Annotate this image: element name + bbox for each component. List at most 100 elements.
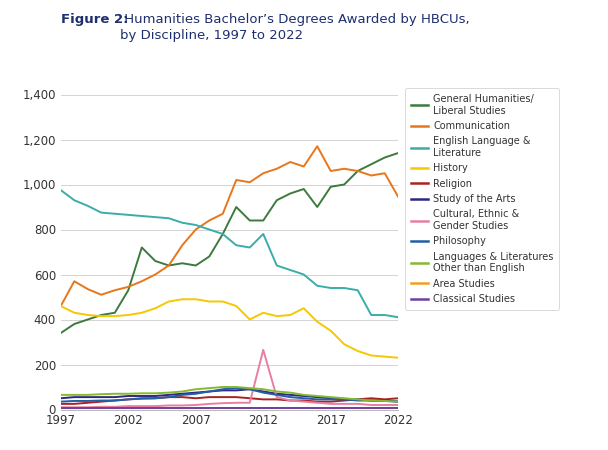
Classical Studies — [179, 406, 186, 411]
Languages & Literatures
Other than English — [354, 397, 361, 402]
Cultural, Ethnic &
Gender Studies — [111, 404, 119, 410]
General Humanities/
Liberal Studies — [340, 182, 348, 187]
Philosophy — [98, 398, 105, 403]
Cultural, Ethnic &
Gender Studies — [165, 403, 173, 408]
History — [98, 313, 105, 319]
Classical Studies — [314, 406, 321, 411]
Communication — [179, 243, 186, 248]
English Language &
Literature — [57, 187, 64, 193]
Classical Studies — [125, 406, 132, 411]
Area Studies — [314, 405, 321, 410]
Philosophy — [354, 398, 361, 403]
English Language &
Literature — [125, 212, 132, 218]
Philosophy — [233, 385, 240, 391]
English Language &
Literature — [71, 198, 78, 203]
Cultural, Ethnic &
Gender Studies — [340, 401, 348, 407]
Study of the Arts — [273, 391, 280, 396]
Area Studies — [179, 405, 186, 410]
History — [260, 310, 267, 315]
General Humanities/
Liberal Studies — [151, 258, 159, 264]
Philosophy — [246, 387, 254, 392]
Cultural, Ethnic &
Gender Studies — [314, 400, 321, 405]
Languages & Literatures
Other than English — [381, 398, 389, 404]
Area Studies — [246, 405, 254, 410]
Cultural, Ethnic &
Gender Studies — [286, 398, 294, 403]
Communication — [395, 194, 402, 200]
Cultural, Ethnic &
Gender Studies — [206, 401, 213, 407]
Religion — [219, 394, 226, 400]
Communication — [165, 263, 173, 268]
Study of the Arts — [151, 393, 159, 399]
Area Studies — [57, 405, 64, 410]
History — [57, 303, 64, 309]
Classical Studies — [381, 406, 389, 411]
English Language &
Literature — [260, 231, 267, 237]
General Humanities/
Liberal Studies — [314, 204, 321, 210]
General Humanities/
Liberal Studies — [165, 263, 173, 268]
English Language &
Literature — [179, 220, 186, 225]
History — [327, 328, 334, 333]
History — [273, 313, 280, 319]
History — [111, 313, 119, 319]
Religion — [260, 397, 267, 402]
Languages & Literatures
Other than English — [165, 390, 173, 396]
Religion — [111, 398, 119, 403]
Philosophy — [286, 394, 294, 400]
General Humanities/
Liberal Studies — [57, 330, 64, 336]
History — [368, 353, 375, 358]
Cultural, Ethnic &
Gender Studies — [368, 402, 375, 408]
English Language &
Literature — [354, 288, 361, 293]
Religion — [71, 401, 78, 407]
Cultural, Ethnic &
Gender Studies — [233, 400, 240, 405]
Study of the Arts — [138, 393, 145, 399]
General Humanities/
Liberal Studies — [179, 261, 186, 266]
General Humanities/
Liberal Studies — [395, 150, 402, 156]
English Language &
Literature — [273, 263, 280, 268]
Communication — [273, 166, 280, 171]
Communication — [71, 279, 78, 284]
English Language &
Literature — [138, 213, 145, 219]
Study of the Arts — [125, 393, 132, 399]
English Language &
Literature — [233, 243, 240, 248]
Religion — [368, 396, 375, 401]
Communication — [260, 171, 267, 176]
Study of the Arts — [395, 399, 402, 405]
Philosophy — [125, 397, 132, 402]
Area Studies — [138, 405, 145, 410]
Communication — [151, 272, 159, 277]
Communication — [286, 159, 294, 165]
Philosophy — [206, 389, 213, 394]
Line: Philosophy: Philosophy — [61, 388, 398, 402]
Classical Studies — [300, 406, 308, 411]
English Language &
Literature — [219, 231, 226, 237]
Area Studies — [151, 405, 159, 410]
Line: General Humanities/
Liberal Studies: General Humanities/ Liberal Studies — [61, 153, 398, 333]
Religion — [340, 398, 348, 403]
Languages & Literatures
Other than English — [300, 392, 308, 398]
Philosophy — [368, 398, 375, 403]
Religion — [125, 397, 132, 402]
General Humanities/
Liberal Studies — [327, 184, 334, 189]
Study of the Arts — [354, 397, 361, 402]
Study of the Arts — [84, 394, 91, 400]
History — [340, 342, 348, 347]
Line: English Language &
Literature: English Language & Literature — [61, 190, 398, 317]
Line: History: History — [61, 299, 398, 358]
Religion — [246, 396, 254, 401]
Classical Studies — [286, 406, 294, 411]
Area Studies — [98, 405, 105, 410]
Line: Cultural, Ethnic &
Gender Studies: Cultural, Ethnic & Gender Studies — [61, 350, 398, 407]
Classical Studies — [138, 406, 145, 411]
Communication — [233, 177, 240, 183]
Classical Studies — [192, 406, 199, 411]
Philosophy — [395, 399, 402, 405]
Philosophy — [111, 398, 119, 403]
Religion — [314, 399, 321, 405]
Study of the Arts — [381, 398, 389, 403]
Cultural, Ethnic &
Gender Studies — [125, 404, 132, 409]
History — [219, 299, 226, 304]
Classical Studies — [98, 406, 105, 411]
English Language &
Literature — [340, 285, 348, 291]
Languages & Literatures
Other than English — [192, 387, 199, 392]
English Language &
Literature — [381, 312, 389, 318]
